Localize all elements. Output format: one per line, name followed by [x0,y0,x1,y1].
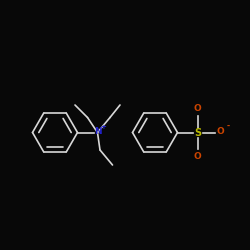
Text: N: N [94,127,101,136]
Text: O: O [194,152,202,161]
Text: +: + [100,124,106,130]
Text: O: O [194,104,202,113]
Text: -: - [226,122,230,131]
Text: O: O [216,127,224,136]
Text: S: S [194,128,201,138]
